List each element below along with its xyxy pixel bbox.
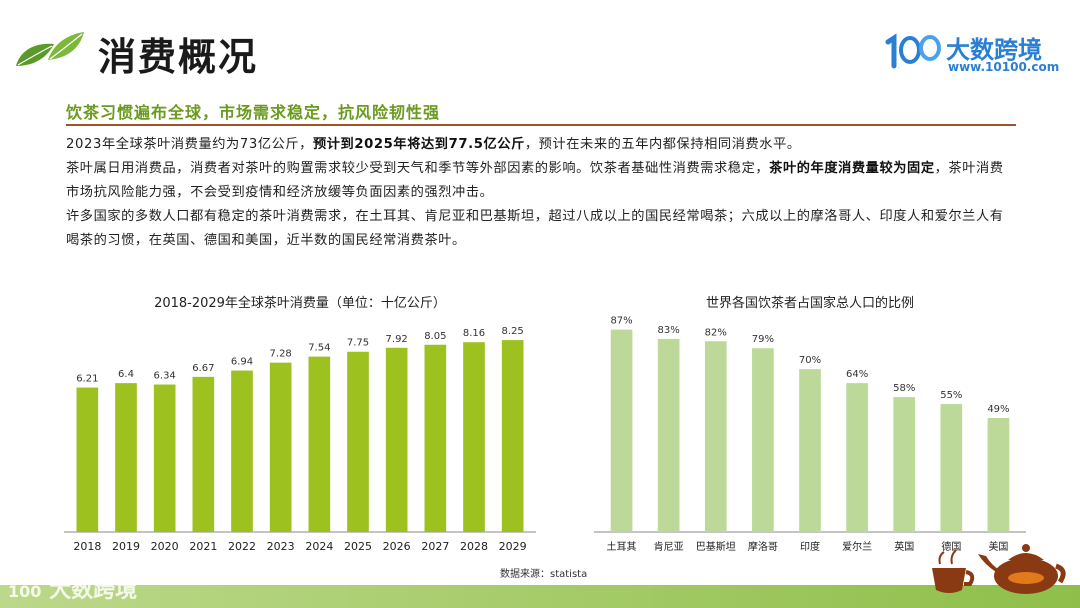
- bar: [269, 362, 292, 532]
- chart-1-title: 2018-2029年全球茶叶消费量（单位：十亿公斤）: [154, 296, 446, 311]
- data-label: 49%: [987, 404, 1009, 415]
- data-label: 6.21: [76, 374, 98, 385]
- data-label: 79%: [752, 334, 774, 345]
- data-label: 58%: [893, 383, 915, 394]
- data-label: 6.67: [192, 363, 214, 374]
- bar: [385, 347, 408, 532]
- bar: [846, 383, 868, 532]
- bar: [192, 376, 215, 532]
- bar: [752, 348, 774, 532]
- tea-drinker-ratio-bar-chart: 87% 土耳其 83% 肯尼亚 82% 巴基斯坦 79% 摩洛哥 70% 印度 64% 爱尔兰 58% 英…: [594, 316, 1026, 553]
- bar: [799, 369, 821, 532]
- x-tick-label: 2021: [189, 540, 217, 553]
- paragraph-2-highlight: 茶叶的年度消费量较为固定: [769, 161, 935, 176]
- x-tick-label: 爱尔兰: [842, 540, 872, 553]
- data-label: 82%: [705, 327, 727, 338]
- data-label: 7.28: [270, 349, 292, 360]
- bar: [501, 340, 524, 532]
- bar: [893, 397, 916, 532]
- footer-logo: 100 大数跨境: [8, 572, 137, 604]
- data-label: 7.75: [347, 338, 369, 349]
- bar: [463, 342, 485, 532]
- data-label: 8.16: [463, 328, 485, 339]
- brand-logo-text: 大数跨境: [946, 36, 1042, 64]
- paragraph-1: 2023年全球茶叶消费量约为73亿公斤，预计到2025年将达到77.5亿公斤，预…: [66, 133, 1016, 157]
- data-label: 8.25: [502, 326, 524, 337]
- x-tick-label: 2018: [73, 540, 101, 553]
- x-tick-label: 英国: [894, 540, 914, 553]
- data-label: 70%: [799, 355, 821, 366]
- data-label: 87%: [610, 316, 632, 327]
- x-tick-label: 德国: [941, 540, 961, 553]
- paragraph-3: 许多国家的多数人口都有稳定的茶叶消费需求，在土耳其、肯尼亚和巴基斯坦，超过八成以…: [66, 209, 1004, 248]
- x-tick-label: 2026: [383, 540, 411, 553]
- x-tick-label: 土耳其: [607, 540, 637, 553]
- bar: [347, 351, 369, 532]
- x-tick-label: 2019: [112, 540, 140, 553]
- footer-logo-text: 大数跨境: [49, 578, 138, 603]
- chart-2-title: 世界各国饮茶者占国家总人口的比例: [705, 296, 914, 311]
- data-label: 6.34: [154, 371, 176, 382]
- bar: [308, 356, 331, 532]
- brand-logo-mark-text: 100: [898, 67, 900, 69]
- x-tick-label: 2023: [267, 540, 295, 553]
- paragraph-2: 茶叶属日用消费品，消费者对茶叶的购置需求较少受到天气和季节等外部因素的影响。饮茶…: [66, 157, 1016, 205]
- x-tick-label: 巴基斯坦: [696, 540, 736, 553]
- x-tick-label: 2022: [228, 540, 256, 553]
- paragraph-1-text-c: ，预计在未来的五年内都保持相同消费水平。: [524, 137, 801, 152]
- bar: [987, 418, 1010, 532]
- x-tick-label: 2020: [151, 540, 179, 553]
- x-tick-label: 摩洛哥: [748, 540, 778, 553]
- bar: [940, 404, 963, 532]
- data-label: 7.54: [308, 343, 330, 354]
- bar: [153, 384, 176, 532]
- bar: [657, 338, 680, 532]
- page-title: 消费概况: [98, 35, 259, 79]
- footer-logo-mark: 100: [8, 582, 42, 601]
- x-tick-label: 肯尼亚: [654, 540, 684, 553]
- bar: [115, 383, 137, 532]
- leaf-icon: [16, 32, 84, 66]
- paragraph-2-text-a: 茶叶属日用消费品，消费者对茶叶的购置需求较少受到天气和季节等外部因素的影响。饮茶…: [66, 161, 770, 176]
- x-tick-label: 2024: [305, 540, 333, 553]
- divider: [66, 124, 1016, 126]
- data-label: 7.92: [386, 334, 408, 345]
- paragraph-1-highlight: 预计到2025年将达到77.5亿公斤: [312, 137, 525, 152]
- consumption-bar-chart: 6.21 2018 6.4 2019 6.34 2020 6.67 2021 6.94 2022 7…: [64, 326, 536, 553]
- bar: [704, 341, 727, 532]
- section-subtitle: 饮茶习惯遍布全球，市场需求稳定，抗风险韧性强: [66, 103, 441, 122]
- paragraph-1-text-a: 2023年全球茶叶消费量约为73亿公斤，: [66, 137, 313, 152]
- data-label: 64%: [846, 369, 868, 380]
- x-tick-label: 2029: [499, 540, 527, 553]
- bar: [610, 329, 633, 532]
- x-tick-label: 2028: [460, 540, 488, 553]
- data-label: 6.4: [118, 369, 134, 380]
- x-tick-label: 2027: [421, 540, 449, 553]
- bar: [424, 344, 447, 532]
- paragraph-2-text-c: ，茶叶消费市场抗风险能力强，不会受到疫情和经济放缓等负面因素的强烈冲击。: [66, 161, 1004, 200]
- x-tick-label: 2025: [344, 540, 372, 553]
- brand-logo: 100 大数跨境 www.10100.com: [884, 30, 1064, 76]
- x-tick-label: 美国: [988, 540, 1008, 553]
- x-tick-label: 印度: [800, 540, 820, 553]
- data-source: 数据来源：statista: [500, 569, 588, 580]
- bar: [231, 370, 253, 532]
- data-label: 6.94: [231, 357, 253, 368]
- data-label: 83%: [658, 325, 680, 336]
- bar: [76, 387, 99, 532]
- brand-logo-mark: 100: [885, 33, 941, 69]
- data-label: 55%: [940, 390, 962, 401]
- body-text: 2023年全球茶叶消费量约为73亿公斤，预计到2025年将达到77.5亿公斤，预…: [66, 133, 1016, 253]
- footer-bar: [0, 585, 1080, 608]
- brand-url[interactable]: www.10100.com: [948, 60, 1060, 74]
- data-label: 8.05: [424, 331, 446, 342]
- teapot-icon: [932, 544, 1066, 594]
